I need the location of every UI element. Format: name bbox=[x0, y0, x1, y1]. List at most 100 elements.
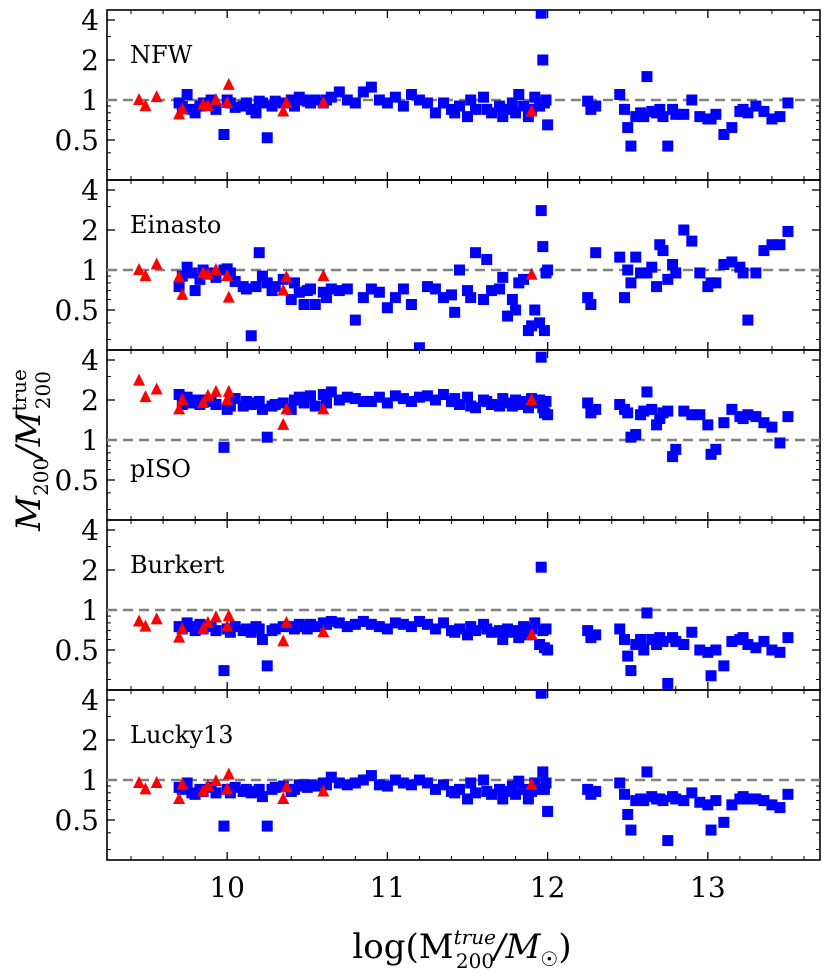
square-marker bbox=[638, 795, 650, 807]
triangle-marker bbox=[317, 625, 330, 638]
triangle-marker bbox=[280, 402, 293, 415]
square-marker bbox=[481, 253, 493, 265]
square-marker bbox=[256, 791, 268, 803]
square-marker bbox=[277, 397, 289, 409]
square-marker bbox=[614, 251, 626, 263]
y-tick-label: 0.5 bbox=[54, 634, 99, 667]
triangle-marker bbox=[317, 269, 330, 282]
square-marker bbox=[397, 393, 409, 405]
square-marker bbox=[261, 277, 273, 289]
square-marker bbox=[535, 561, 547, 573]
square-marker bbox=[256, 97, 268, 109]
square-marker bbox=[210, 787, 222, 799]
square-marker bbox=[333, 86, 345, 98]
square-marker bbox=[250, 107, 262, 119]
triangle-marker bbox=[176, 777, 189, 790]
square-marker bbox=[510, 304, 522, 316]
square-marker bbox=[510, 625, 522, 637]
square-marker bbox=[710, 795, 722, 807]
triangle-marker bbox=[277, 417, 290, 430]
square-marker bbox=[218, 128, 230, 140]
square-marker bbox=[529, 304, 541, 316]
square-marker bbox=[614, 777, 626, 789]
square-marker bbox=[181, 391, 193, 403]
square-marker bbox=[210, 625, 222, 637]
square-marker bbox=[535, 690, 547, 699]
square-marker bbox=[253, 395, 265, 407]
square-marker bbox=[662, 140, 674, 152]
triangle-marker bbox=[222, 384, 235, 397]
square-marker bbox=[535, 10, 547, 19]
square-marker bbox=[782, 788, 794, 800]
square-marker bbox=[245, 626, 257, 638]
square-marker bbox=[678, 638, 690, 650]
square-marker bbox=[341, 283, 353, 295]
square-marker bbox=[429, 394, 441, 406]
square-marker bbox=[413, 615, 425, 627]
square-marker bbox=[638, 405, 650, 417]
square-marker bbox=[269, 281, 281, 293]
square-marker bbox=[540, 623, 552, 635]
square-marker bbox=[614, 623, 626, 635]
square-marker bbox=[256, 403, 268, 415]
square-marker bbox=[718, 660, 730, 672]
square-marker bbox=[421, 281, 433, 293]
triangle-marker bbox=[280, 780, 293, 793]
square-marker bbox=[470, 625, 482, 637]
y-axis-label-sup2: true bbox=[7, 369, 31, 411]
square-marker bbox=[465, 777, 477, 789]
square-marker bbox=[309, 94, 321, 106]
square-marker bbox=[486, 626, 498, 638]
square-marker bbox=[718, 128, 730, 140]
y-tick-label: 0.5 bbox=[54, 464, 99, 497]
square-marker bbox=[189, 625, 201, 637]
square-marker bbox=[686, 409, 698, 421]
triangle-marker bbox=[176, 393, 189, 405]
square-marker bbox=[522, 793, 534, 805]
square-marker bbox=[381, 97, 393, 109]
square-marker bbox=[538, 783, 550, 795]
triangle-marker bbox=[150, 612, 163, 625]
square-marker bbox=[405, 395, 417, 407]
square-marker bbox=[176, 270, 188, 282]
square-marker bbox=[537, 766, 549, 778]
square-marker bbox=[173, 388, 185, 400]
markers bbox=[133, 351, 794, 463]
square-marker bbox=[686, 94, 698, 106]
square-marker bbox=[705, 670, 717, 682]
x-axis-label-sub: 200 bbox=[456, 949, 494, 973]
square-marker bbox=[782, 225, 794, 237]
square-marker bbox=[529, 91, 541, 103]
square-marker bbox=[357, 615, 369, 627]
square-marker bbox=[462, 111, 474, 123]
square-marker bbox=[381, 397, 393, 409]
square-marker bbox=[449, 393, 461, 405]
square-marker bbox=[518, 100, 530, 112]
square-marker bbox=[462, 285, 474, 297]
square-marker bbox=[253, 783, 265, 795]
square-marker bbox=[657, 111, 669, 123]
triangle-marker bbox=[221, 782, 234, 795]
square-marker bbox=[758, 635, 770, 647]
square-marker bbox=[702, 646, 714, 658]
square-marker bbox=[486, 398, 498, 410]
triangle-marker bbox=[173, 270, 186, 283]
triangle-marker bbox=[221, 269, 234, 282]
square-marker bbox=[462, 391, 474, 403]
square-marker bbox=[702, 799, 714, 811]
square-marker bbox=[670, 635, 682, 647]
square-marker bbox=[686, 787, 698, 799]
square-marker bbox=[694, 409, 706, 421]
x-axis-label-tail: /M bbox=[491, 927, 541, 967]
square-marker bbox=[774, 239, 786, 251]
square-marker bbox=[333, 777, 345, 789]
square-marker bbox=[349, 618, 361, 630]
square-marker bbox=[321, 292, 333, 304]
square-marker bbox=[694, 796, 706, 808]
square-marker bbox=[261, 132, 273, 144]
square-marker bbox=[662, 405, 674, 417]
x-axis-label-sun: ☉ bbox=[540, 947, 558, 971]
square-marker bbox=[333, 285, 345, 297]
square-marker bbox=[229, 275, 241, 287]
square-marker bbox=[256, 270, 268, 282]
